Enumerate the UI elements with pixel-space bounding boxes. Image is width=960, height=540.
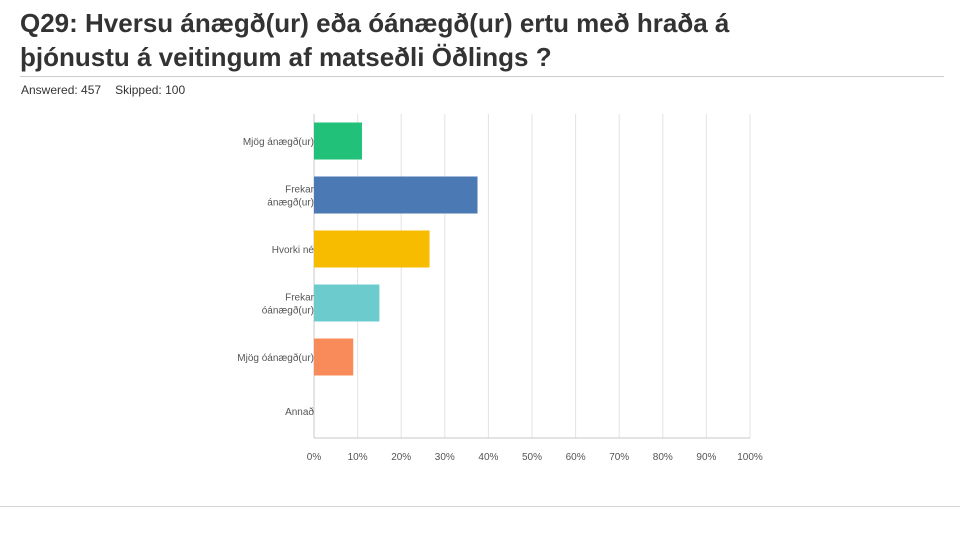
bar — [314, 230, 430, 268]
x-tick-label: 50% — [522, 452, 542, 463]
category-label: Mjög óánægð(ur) — [237, 352, 314, 364]
x-tick-label: 30% — [435, 452, 455, 463]
category-label: Frekar — [285, 185, 315, 196]
category-label: Hvorki né — [272, 245, 315, 256]
x-tick-label: 0% — [307, 452, 322, 463]
x-tick-label: 10% — [348, 452, 368, 463]
bar — [314, 284, 380, 322]
skipped-count: Skipped: 100 — [115, 83, 186, 97]
answered-count: Answered: 457 — [21, 83, 102, 97]
category-label: Frekar — [285, 293, 315, 304]
question-title-line-1: Q29: Hversu ánægð(ur) eða óánægð(ur) ert… — [20, 8, 730, 38]
x-tick-label: 80% — [653, 452, 673, 463]
x-tick-label: 90% — [696, 452, 716, 463]
bar — [314, 122, 362, 160]
question-title: Q29: Hversu ánægð(ur) eða óánægð(ur) ert… — [20, 6, 950, 74]
category-label: ánægð(ur) — [267, 197, 314, 209]
category-label: óánægð(ur) — [262, 305, 314, 317]
title-divider — [20, 76, 944, 77]
bar — [314, 176, 478, 214]
bar — [314, 338, 354, 376]
response-stats: Answered: 457 Skipped: 100 — [21, 83, 185, 97]
x-tick-label: 40% — [478, 452, 498, 463]
footer-divider — [0, 506, 960, 507]
category-label: Annað — [285, 406, 314, 418]
question-title-line-2: þjónustu á veitingum af matseðli Öðlings… — [20, 42, 552, 72]
category-label: Mjög ánægð(ur) — [243, 136, 314, 148]
x-tick-label: 100% — [737, 452, 763, 463]
x-tick-label: 70% — [609, 452, 629, 463]
x-tick-label: 20% — [391, 452, 411, 463]
x-tick-label: 60% — [566, 452, 586, 463]
